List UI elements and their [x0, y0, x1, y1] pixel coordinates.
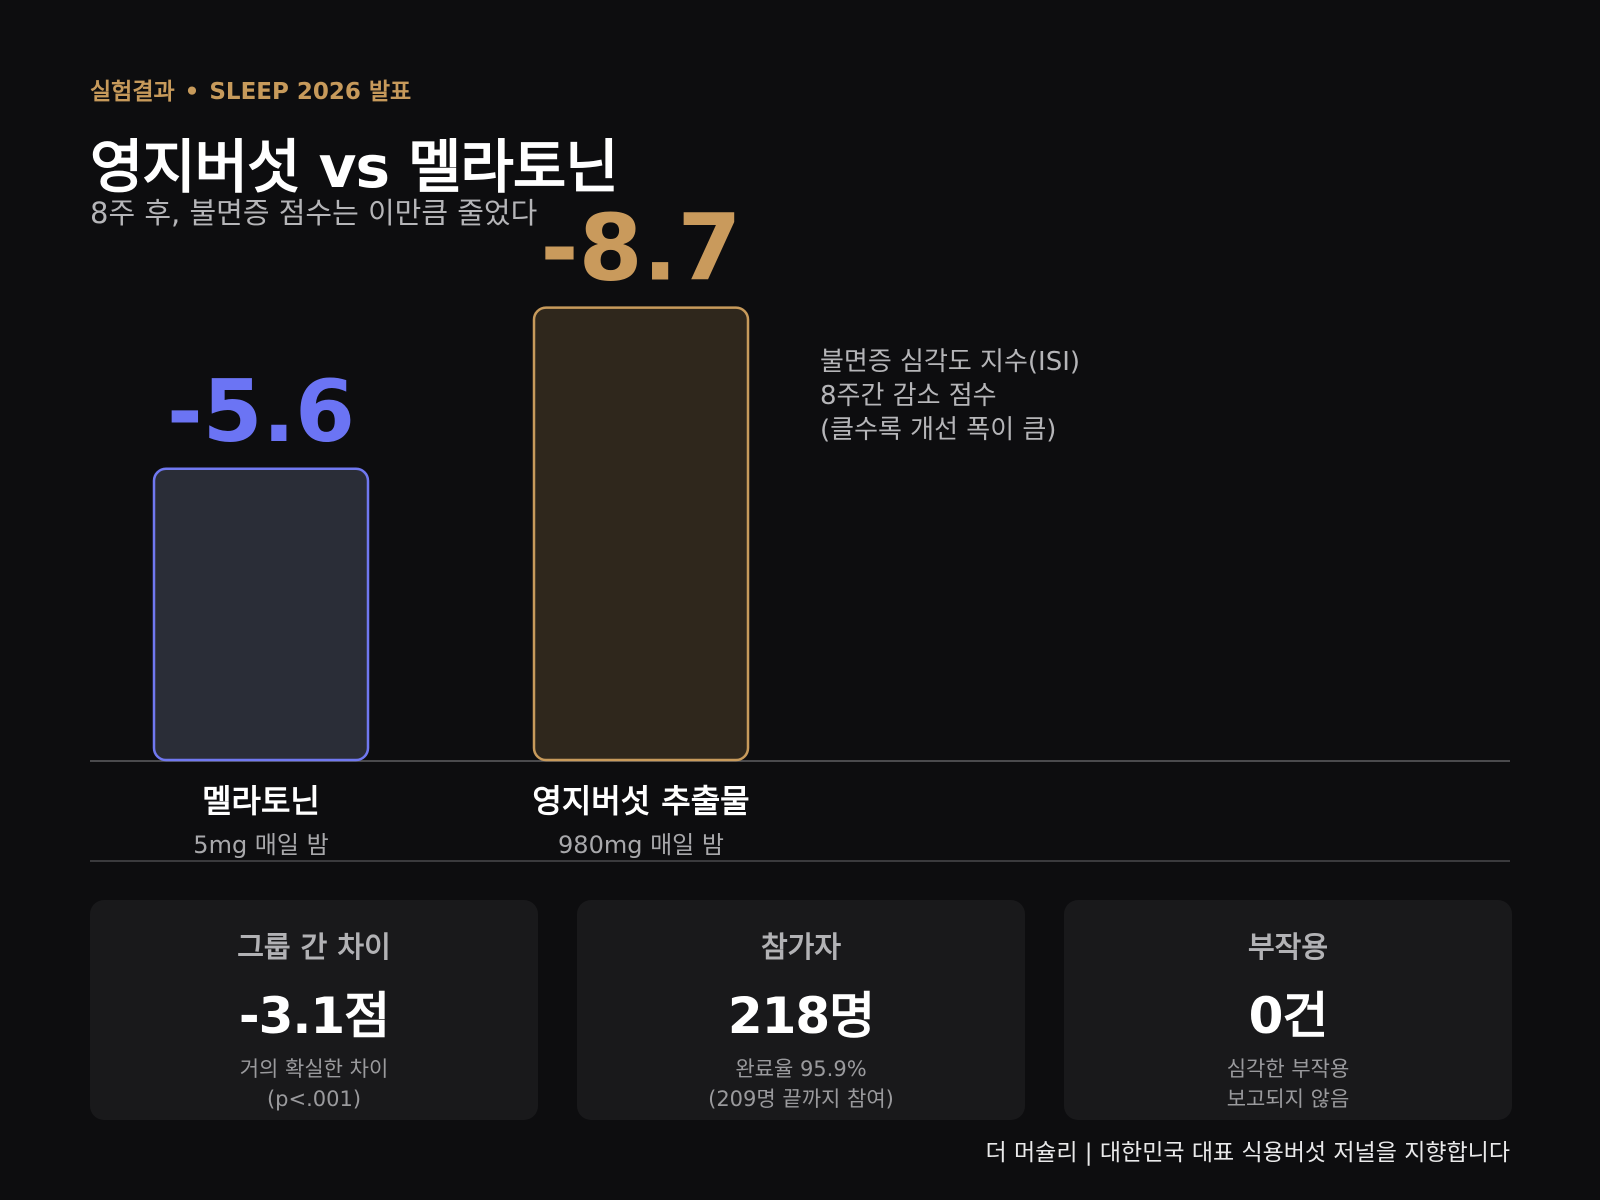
- page-subtitle: 8주 후, 불면증 점수는 이만큼 줄었다: [90, 196, 538, 230]
- stat-label: 부작용: [1247, 930, 1329, 964]
- category-label: 영지버섯 추출물: [532, 782, 749, 820]
- page-title: 영지버섯 vs 멜라토닌: [90, 133, 619, 201]
- annotation-line-1: 불면증 심각도 지수(ISI): [820, 347, 1080, 377]
- stat-value: 0건: [1248, 987, 1329, 1045]
- stat-note-line: (p<.001): [266, 1087, 362, 1111]
- category-sublabel: 5mg 매일 밤: [193, 831, 328, 859]
- stat-label: 그룹 간 차이: [237, 930, 391, 964]
- kicker-separator: •: [184, 79, 200, 105]
- bar-value-label: -8.7: [540, 195, 741, 302]
- bar-1: [532, 306, 750, 762]
- stat-note: 거의 확실한 차이 (p<.001): [90, 1054, 538, 1114]
- annotation-line-2: 8주간 감소 점수: [820, 381, 997, 411]
- annotation-line-3: (클수록 개선 폭이 큼): [820, 415, 1056, 445]
- category-label: 멜라토닌: [202, 782, 320, 820]
- footer-credit: 더 머슐리 | 대한민국 대표 식용버섯 저널을 지향합니다: [985, 1140, 1510, 1166]
- kicker-source: SLEEP 2026 발표: [209, 79, 412, 105]
- stat-note-line: 완료율 95.9%: [735, 1057, 867, 1081]
- stat-card-participants: 참가자 218명 완료율 95.9% (209명 끝까지 참여): [577, 900, 1025, 1120]
- stat-value: -3.1점: [238, 987, 390, 1045]
- stat-note-line: 심각한 부작용: [1226, 1057, 1350, 1081]
- kicker: 실험결과 • SLEEP 2026 발표: [90, 72, 411, 106]
- stat-label: 참가자: [760, 930, 842, 964]
- chart-annotation: 불면증 심각도 지수(ISI) 8주간 감소 점수 (클수록 개선 폭이 큼): [820, 347, 1088, 445]
- bar-0: [152, 467, 370, 762]
- stat-card-side-effects: 부작용 0건 심각한 부작용 보고되지 않음: [1064, 900, 1512, 1120]
- stat-note: 심각한 부작용 보고되지 않음: [1064, 1054, 1512, 1114]
- stat-note-line: 거의 확실한 차이: [239, 1057, 389, 1081]
- bar-chart: -5.6 멜라토닌 5mg 매일 밤 -8.7 영지버섯 추출물 980mg 매일 밤 불…: [90, 195, 1510, 862]
- bars-layer: -5.6 멜라토닌 5mg 매일 밤 -8.7 영지버섯 추출물 980mg 매일 밤: [152, 195, 750, 859]
- stat-value: 218명: [727, 987, 875, 1045]
- bar-value-label: -5.6: [167, 362, 355, 462]
- stat-note-line: 보고되지 않음: [1226, 1087, 1350, 1111]
- stat-card-difference: 그룹 간 차이 -3.1점 거의 확실한 차이 (p<.001): [90, 900, 538, 1120]
- stat-note-line: (209명 끝까지 참여): [708, 1087, 894, 1111]
- stat-note: 완료율 95.9% (209명 끝까지 참여): [577, 1054, 1025, 1114]
- kicker-category: 실험결과: [90, 79, 175, 105]
- category-sublabel: 980mg 매일 밤: [558, 831, 724, 859]
